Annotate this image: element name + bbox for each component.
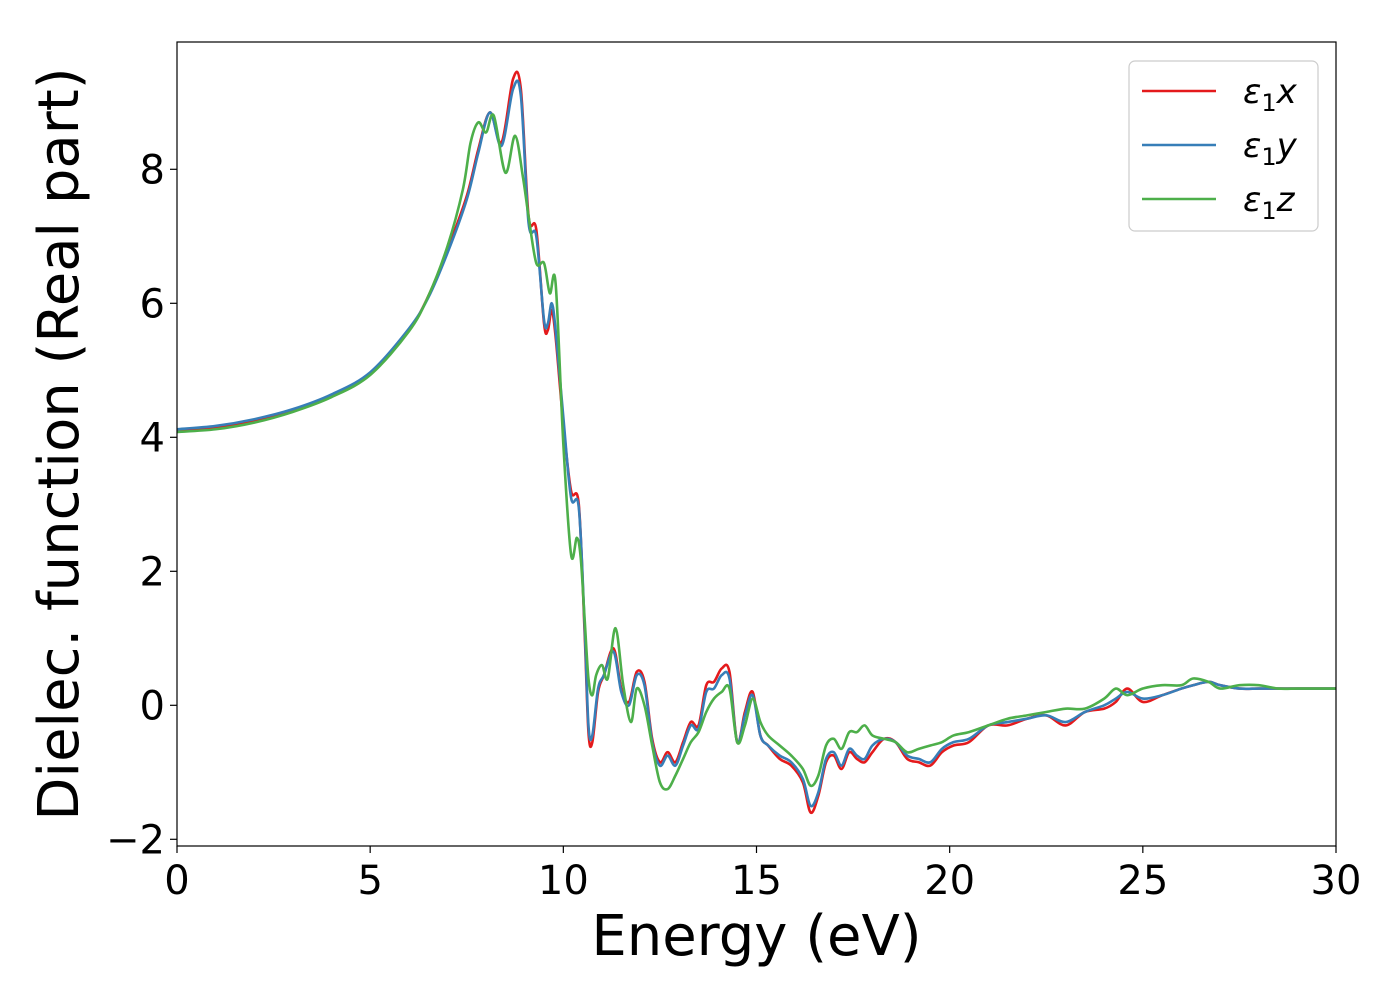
- legend-label-y: ε1y: [1243, 126, 1298, 171]
- legend-box: [1128, 60, 1319, 232]
- x-tick-label: 10: [538, 858, 589, 904]
- y-tick-label: 8: [140, 147, 165, 193]
- x-tick-label: 5: [357, 858, 382, 904]
- y-tick-label: 4: [140, 415, 165, 461]
- y-tick-label: −2: [106, 817, 165, 863]
- legend-label-x: ε1x: [1243, 72, 1298, 117]
- y-tick-label: 2: [140, 549, 165, 595]
- x-tick-label: 20: [924, 858, 975, 904]
- x-tick-label: 30: [1311, 858, 1362, 904]
- x-axis-title: Energy (eV): [591, 904, 921, 969]
- x-tick-label: 0: [164, 858, 189, 904]
- y-tick-label: 6: [140, 281, 165, 327]
- legend-label-z: ε1z: [1243, 180, 1296, 225]
- y-tick-label: 0: [140, 683, 165, 729]
- x-tick-label: 25: [1117, 858, 1168, 904]
- series-layer: [177, 70, 1336, 815]
- legend: ε1x ε1y ε1z: [1128, 60, 1319, 232]
- y-axis-title: Dielec. function (Real part): [27, 67, 92, 820]
- series-line-z: [177, 113, 1336, 791]
- x-tick-label: 15: [731, 858, 782, 904]
